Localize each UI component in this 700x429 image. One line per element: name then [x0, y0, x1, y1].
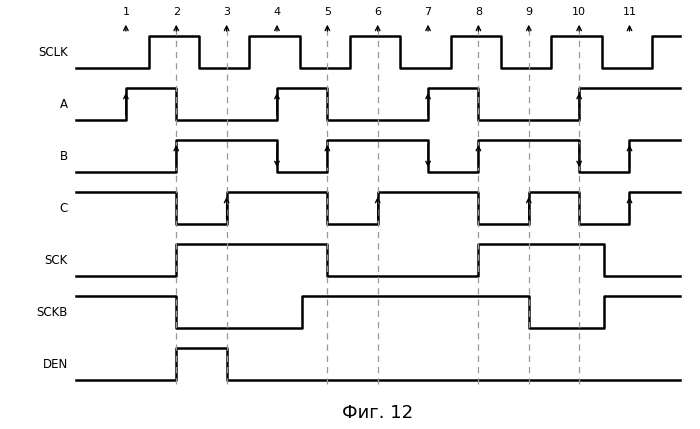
Text: 9: 9 — [525, 6, 532, 17]
Text: 3: 3 — [223, 6, 230, 17]
Text: 6: 6 — [374, 6, 382, 17]
Text: 7: 7 — [424, 6, 432, 17]
Text: B: B — [60, 149, 68, 163]
Text: 11: 11 — [622, 6, 636, 17]
Text: SCKB: SCKB — [36, 305, 68, 318]
Text: 8: 8 — [475, 6, 482, 17]
Text: Фиг. 12: Фиг. 12 — [342, 405, 413, 423]
Text: 4: 4 — [274, 6, 281, 17]
Text: SCLK: SCLK — [38, 45, 68, 58]
Text: 1: 1 — [122, 6, 130, 17]
Text: 2: 2 — [173, 6, 180, 17]
Text: A: A — [60, 97, 68, 111]
Text: 10: 10 — [572, 6, 586, 17]
Text: C: C — [60, 202, 68, 214]
Text: SCK: SCK — [45, 254, 68, 266]
Text: DEN: DEN — [43, 357, 68, 371]
Text: 5: 5 — [324, 6, 331, 17]
